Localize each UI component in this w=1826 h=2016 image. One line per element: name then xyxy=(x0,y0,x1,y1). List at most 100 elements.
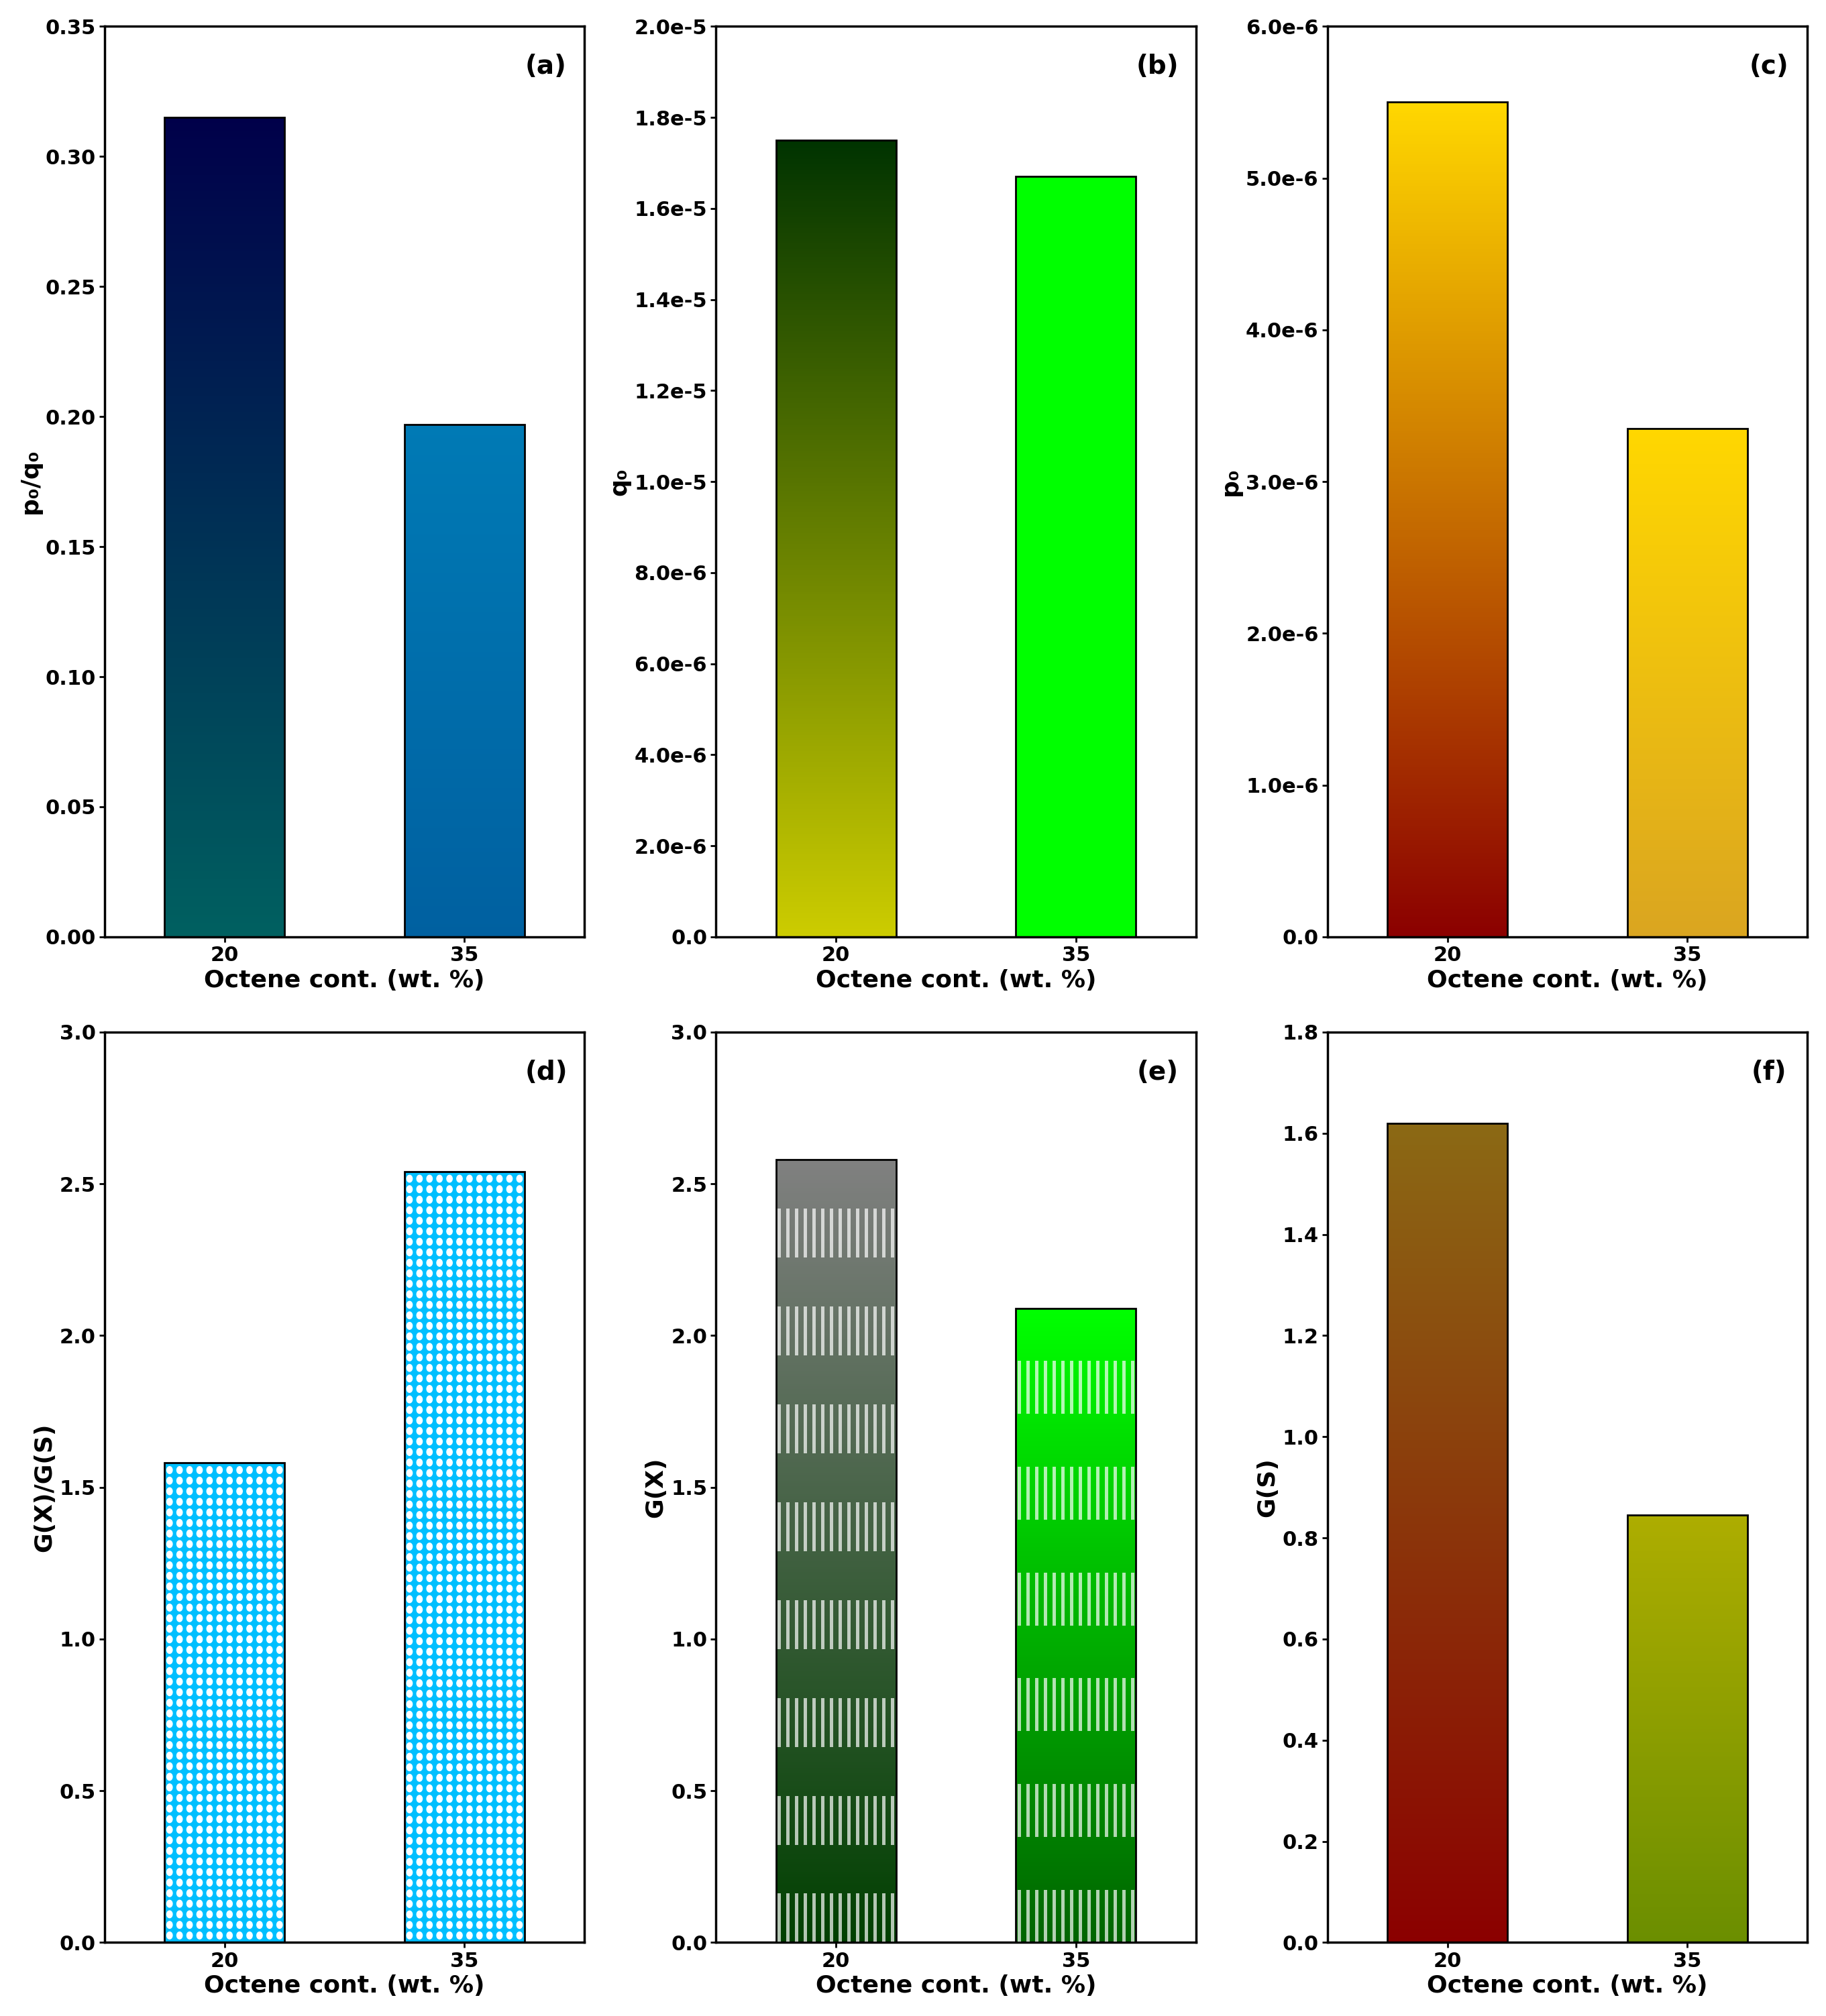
Bar xyxy=(164,915,285,917)
Bar xyxy=(776,1325,897,1327)
Bar xyxy=(405,1601,524,1603)
Bar xyxy=(856,1796,860,1845)
Circle shape xyxy=(257,1572,263,1579)
Bar xyxy=(1388,1181,1508,1183)
Bar xyxy=(776,490,897,494)
Circle shape xyxy=(488,1627,493,1635)
Bar xyxy=(405,1901,524,1903)
Bar xyxy=(1079,1784,1083,1837)
Circle shape xyxy=(416,1270,422,1276)
Bar xyxy=(1015,389,1136,391)
Circle shape xyxy=(436,1522,442,1528)
Bar xyxy=(1015,1441,1136,1443)
Bar xyxy=(1035,1677,1039,1732)
Bar xyxy=(1388,317,1508,319)
Bar xyxy=(1388,742,1508,744)
Bar xyxy=(1388,903,1508,907)
Bar xyxy=(1388,1645,1508,1647)
Bar xyxy=(405,1470,524,1472)
Bar xyxy=(776,1772,897,1776)
Circle shape xyxy=(407,1669,413,1675)
Bar xyxy=(405,1401,524,1403)
Bar xyxy=(405,1385,524,1387)
Bar xyxy=(1388,484,1508,486)
Circle shape xyxy=(278,1720,283,1728)
Bar xyxy=(1015,387,1136,389)
Circle shape xyxy=(497,1407,502,1413)
Bar xyxy=(164,669,285,671)
Bar xyxy=(776,482,897,486)
Bar xyxy=(405,1748,524,1750)
Circle shape xyxy=(226,1804,232,1812)
Bar xyxy=(405,1891,524,1893)
Circle shape xyxy=(257,1794,263,1802)
Bar xyxy=(164,508,285,510)
Bar xyxy=(164,762,285,764)
X-axis label: Octene cont. (wt. %): Octene cont. (wt. %) xyxy=(1428,1974,1707,1998)
Circle shape xyxy=(506,1849,513,1855)
Bar xyxy=(405,1714,524,1716)
Bar xyxy=(1015,716,1136,720)
Bar xyxy=(164,129,285,131)
Circle shape xyxy=(416,1826,422,1835)
Bar xyxy=(405,1677,524,1681)
Bar xyxy=(1015,1831,1136,1833)
Bar xyxy=(1015,1470,1136,1472)
Bar xyxy=(1388,1718,1508,1722)
Bar xyxy=(164,899,285,901)
Circle shape xyxy=(517,1659,522,1665)
Circle shape xyxy=(477,1542,482,1550)
Bar xyxy=(1015,351,1136,355)
Bar xyxy=(164,649,285,653)
Bar xyxy=(405,1304,524,1308)
Bar xyxy=(1061,1572,1065,1625)
Bar xyxy=(776,738,897,740)
Bar xyxy=(776,278,897,280)
Bar xyxy=(1015,1431,1136,1433)
Circle shape xyxy=(206,1562,212,1568)
Bar xyxy=(405,1318,524,1320)
Bar xyxy=(891,1306,895,1355)
Bar xyxy=(1017,1572,1021,1625)
Circle shape xyxy=(427,1542,433,1550)
Bar xyxy=(1388,431,1508,433)
Circle shape xyxy=(166,1478,172,1484)
Circle shape xyxy=(436,1837,442,1845)
Bar xyxy=(813,1208,816,1258)
Circle shape xyxy=(247,1762,252,1770)
Bar xyxy=(1015,290,1136,292)
Bar xyxy=(1015,1806,1136,1808)
Circle shape xyxy=(177,1677,183,1685)
Bar xyxy=(1015,1597,1136,1599)
Bar xyxy=(405,1498,524,1500)
Circle shape xyxy=(517,1889,522,1897)
Bar xyxy=(1015,325,1136,327)
Bar xyxy=(1388,1359,1508,1361)
Bar xyxy=(776,1746,897,1750)
Bar xyxy=(776,679,897,681)
Bar xyxy=(1015,1742,1136,1744)
Circle shape xyxy=(447,1659,453,1665)
Bar xyxy=(1388,552,1508,556)
Bar xyxy=(776,875,897,879)
Circle shape xyxy=(427,1595,433,1603)
Bar xyxy=(776,629,897,631)
Circle shape xyxy=(517,1280,522,1288)
Bar xyxy=(164,379,285,383)
Circle shape xyxy=(206,1911,212,1917)
Circle shape xyxy=(197,1889,203,1897)
Bar xyxy=(1388,1282,1508,1284)
Circle shape xyxy=(506,1195,513,1204)
Circle shape xyxy=(177,1720,183,1728)
Circle shape xyxy=(506,1333,513,1341)
Bar xyxy=(882,1502,886,1550)
Circle shape xyxy=(436,1679,442,1687)
Bar xyxy=(776,1244,897,1246)
Bar xyxy=(776,1736,897,1740)
Bar xyxy=(1388,571,1508,573)
Bar xyxy=(405,1373,524,1375)
Bar xyxy=(1015,262,1136,266)
Circle shape xyxy=(467,1702,473,1708)
Bar xyxy=(1388,1183,1508,1185)
Bar xyxy=(1388,1816,1508,1820)
